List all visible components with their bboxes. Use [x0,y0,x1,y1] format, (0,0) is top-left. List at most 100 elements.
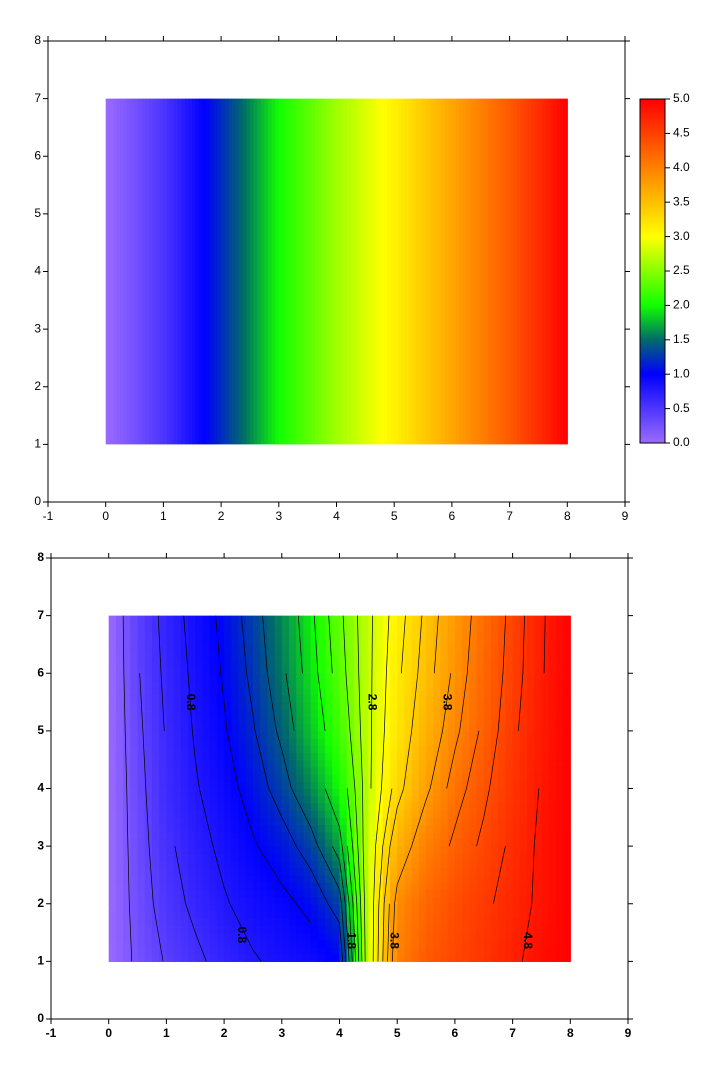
contour-fill-cell [397,932,406,941]
contour-fill-cell [483,824,492,833]
contour-fill-cell [462,817,470,826]
contour-fill-cell [512,910,521,919]
contour-fill-cell [548,810,557,818]
contour-fill-cell [548,853,557,862]
contour-fill-cell [115,716,124,725]
contour-fill-cell [426,745,434,754]
heatmap-cell [498,98,503,445]
contour-fill-cell [209,860,218,869]
contour-fill-cell [462,615,470,624]
contour-fill-cell [224,954,232,962]
contour-fill-cell [317,781,326,790]
contour-fill-cell [130,939,139,948]
contour-fill-cell [238,716,247,725]
contour-fill-cell [267,867,276,876]
contour-fill-cell [462,932,470,941]
contour-fill-cell [281,831,290,840]
contour-fill-cell [303,666,312,674]
contour-fill-cell [317,918,326,926]
contour-fill-cell [173,651,182,660]
contour-fill-cell [527,810,535,818]
contour-fill-cell [490,644,499,653]
contour-line [392,673,452,962]
contour-fill-cell [534,810,543,818]
contour-fill-cell [490,831,499,840]
contour-fill-cell [303,723,312,732]
contour-fill-cell [159,680,167,689]
contour-fill-cell [418,831,427,840]
contour-fill-cell [123,759,131,768]
contour-fill-cell [375,853,384,862]
contour-fill-cell [361,752,369,761]
heatmap-cell [347,98,352,445]
contour-fill-cell [512,853,521,862]
contour-fill-cell [173,932,182,941]
contour-fill-cell [433,817,442,826]
contour-fill-cell [245,831,254,840]
contour-fill-cell [454,932,463,941]
contour-fill-cell [317,882,326,890]
contour-fill-cell [519,932,528,941]
heatmap-cell [148,98,154,445]
contour-fill-cell [389,738,398,746]
contour-fill-cell [188,946,196,955]
contour-line [357,615,366,962]
contour-fill-cell [296,781,305,790]
contour-fill-cell [238,615,247,624]
contour-fill-cell [202,673,211,682]
contour-fill-cell [115,795,124,804]
contour-fill-cell [108,910,117,919]
contour-fill-cell [433,637,442,646]
contour-fill-cell [534,752,543,761]
contour-fill-cell [303,774,312,782]
contour-fill-cell [433,831,442,840]
contour-fill-cell [418,918,427,926]
contour-fill-cell [346,910,355,919]
contour-fill-cell [447,954,456,962]
contour-fill-cell [260,687,268,696]
contour-fill-cell [115,918,124,926]
contour-fill-cell [224,910,232,919]
contour-fill-cell [404,673,413,682]
contour-fill-cell [418,644,427,653]
contour-fill-cell [382,651,391,660]
contour-fill-cell [224,925,232,934]
contour-fill-cell [144,774,153,782]
contour-fill-cell [115,810,124,818]
contour-fill-cell [267,918,276,926]
heatmap-cell [455,98,460,445]
contour-fill-cell [123,766,131,775]
contour-fill-cell [289,810,297,818]
contour-fill-cell [462,896,470,905]
contour-fill-cell [454,687,463,696]
contour-fill-cell [397,846,406,854]
contour-fill-cell [361,702,369,710]
contour-fill-cell [325,730,333,739]
heatmap-cell [563,98,568,445]
contour-fill-cell [476,910,485,919]
heatmap-cell [278,98,284,445]
contour-fill-cell [476,831,485,840]
heatmap-cell [423,98,428,445]
contour-fill-cell [209,702,218,710]
contour-fill-cell [483,680,492,689]
x-tick-label: -1 [43,509,54,523]
contour-fill-cell [130,766,139,775]
contour-fill-cell [490,622,499,631]
contour-fill-cell [231,680,240,689]
contour-fill-cell [375,702,384,710]
contour-fill-cell [469,766,478,775]
contour-fill-cell [144,918,153,926]
contour-fill-cell [469,918,478,926]
contour-fill-cell [115,759,124,768]
contour-fill-cell [541,774,550,782]
contour-fill-cell [260,896,268,905]
contour-fill-cell [289,817,297,826]
contour-fill-cell [397,860,406,869]
contour-fill-cell [281,788,290,797]
contour-fill-cell [173,630,182,638]
contour-fill-cell [339,795,348,804]
contour-fill-cell [353,860,362,869]
contour-fill-cell [325,925,333,934]
contour-fill-cell [418,846,427,854]
